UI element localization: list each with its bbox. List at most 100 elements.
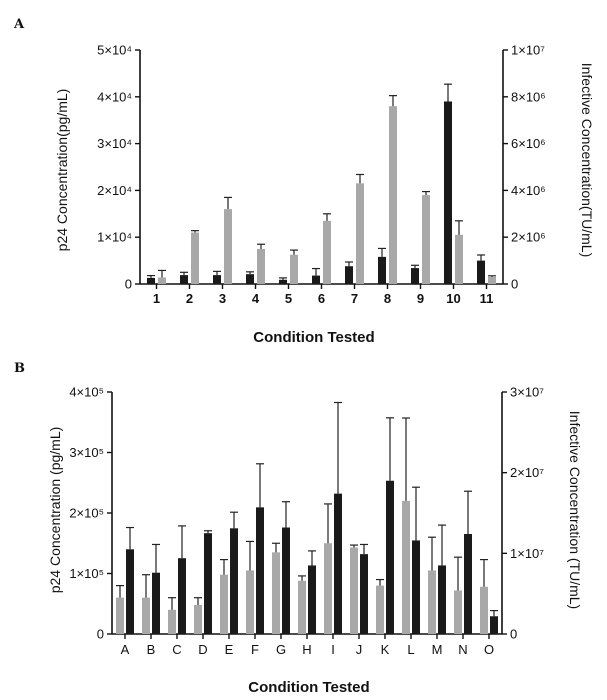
bar <box>488 276 496 284</box>
bar <box>279 279 287 284</box>
panel-b-right-axis-title: Infective Concentration (TU/mL) <box>567 411 583 609</box>
bar <box>230 528 238 634</box>
bar <box>477 260 485 284</box>
bar <box>272 552 280 634</box>
category-label: 9 <box>417 291 424 306</box>
panel-b-letter: B <box>14 361 25 376</box>
right-tick-label: 0 <box>511 277 518 292</box>
bar <box>402 500 410 634</box>
bar <box>412 540 420 634</box>
category-label: 11 <box>480 291 494 306</box>
bar <box>194 604 202 634</box>
bar <box>220 574 228 634</box>
panel-b-left-axis-title: p24 Concentration (pg/mL) <box>47 427 63 594</box>
category-label: 6 <box>318 291 325 306</box>
right-tick-label: 4×10⁶ <box>511 183 546 198</box>
bar <box>224 209 232 284</box>
left-tick-label: 0 <box>125 277 132 292</box>
panel-b-marks: 0 1×10⁵ 2×10⁵ 3×10⁵ 4×10⁵ 0 1×10⁷ 2×10⁷ 3×10⁷ A B C… <box>69 385 544 658</box>
panel-b-chart: B 0 1×10⁵ 2×10⁵ 3×10⁵ 4×10⁵ 0 1×10⁷ 2×10⁷ 3×10⁷ A… <box>14 361 583 696</box>
category-label: O <box>484 642 494 657</box>
category-label: 10 <box>446 291 460 306</box>
panel-a-right-axis-title: Infective Concentration(TU/mL) <box>579 63 595 258</box>
category-label: M <box>432 642 443 657</box>
bar <box>464 533 472 634</box>
category-label: K <box>381 642 390 657</box>
category-label: 1 <box>153 291 160 306</box>
category-label: L <box>407 642 414 657</box>
left-tick-label: 0 <box>97 627 104 642</box>
right-tick-label: 8×10⁶ <box>511 89 546 104</box>
right-tick-label: 2×10⁷ <box>510 465 544 480</box>
category-label: I <box>331 642 335 657</box>
left-tick-label: 4×10⁵ <box>69 385 104 400</box>
bar <box>490 616 498 634</box>
right-tick-label: 0 <box>510 627 517 642</box>
bar <box>324 543 332 634</box>
bar <box>204 533 212 634</box>
bar <box>180 275 188 284</box>
bar <box>213 275 221 284</box>
bar <box>282 527 290 634</box>
left-tick-label: 5×10⁴ <box>97 43 132 58</box>
bar <box>389 106 397 284</box>
category-label: 8 <box>384 291 391 306</box>
bar <box>191 232 199 284</box>
bar <box>480 586 488 634</box>
bar <box>168 609 176 634</box>
panel-a-marks: 0 1×10⁴ 2×10⁴ 3×10⁴ 4×10⁴ 5×10⁴ 0 2×10⁶ 4×10⁶ 6×1… <box>97 43 546 307</box>
left-tick-label: 3×10⁴ <box>97 136 132 151</box>
category-label: 7 <box>351 291 358 306</box>
panel-b-x-axis-title: Condition Tested <box>248 679 369 696</box>
bar <box>178 558 186 634</box>
bar <box>455 234 463 284</box>
bar <box>257 248 265 284</box>
bar <box>378 256 386 284</box>
category-label: E <box>225 642 234 657</box>
left-tick-label: 1×10⁴ <box>97 230 132 245</box>
right-tick-label: 1×10⁷ <box>510 546 544 561</box>
right-tick-label: 3×10⁷ <box>510 385 544 400</box>
bar <box>308 565 316 634</box>
bar <box>428 570 436 634</box>
bar <box>142 597 150 634</box>
panel-a-chart: A 0 1×10⁴ 2×10⁴ 3×10⁴ 4×10⁴ 5×10⁴ 0 2×10⁶ 4×10⁶ 6… <box>13 17 595 346</box>
category-label: 2 <box>186 291 193 306</box>
category-label: C <box>172 642 181 657</box>
right-tick-label: 2×10⁶ <box>511 230 546 245</box>
category-label: 5 <box>285 291 292 306</box>
bar <box>126 549 134 634</box>
category-label: G <box>276 642 286 657</box>
category-label: A <box>121 642 130 657</box>
panel-a-x-axis-title: Condition Tested <box>253 329 374 346</box>
bar <box>360 554 368 634</box>
category-label: F <box>251 642 259 657</box>
category-label: B <box>147 642 156 657</box>
left-tick-label: 2×10⁴ <box>97 183 132 198</box>
left-tick-label: 3×10⁵ <box>69 445 104 460</box>
bar <box>438 565 446 634</box>
bar <box>312 275 320 284</box>
bar <box>376 585 384 634</box>
bar <box>158 277 166 284</box>
bar <box>422 195 430 284</box>
bar <box>411 268 419 284</box>
bar <box>246 570 254 634</box>
category-label: N <box>458 642 467 657</box>
bar <box>345 266 353 284</box>
right-tick-label: 6×10⁶ <box>511 136 546 151</box>
right-tick-label: 1×10⁷ <box>511 43 545 58</box>
bar <box>350 547 358 634</box>
bar <box>152 572 160 634</box>
bar <box>356 183 364 284</box>
bar <box>256 507 264 634</box>
panel-a-letter: A <box>13 17 25 32</box>
bar <box>334 493 342 634</box>
bar <box>298 580 306 634</box>
category-label: H <box>302 642 311 657</box>
bar <box>290 254 298 284</box>
category-label: J <box>356 642 363 657</box>
bar <box>147 277 155 284</box>
category-label: D <box>198 642 207 657</box>
